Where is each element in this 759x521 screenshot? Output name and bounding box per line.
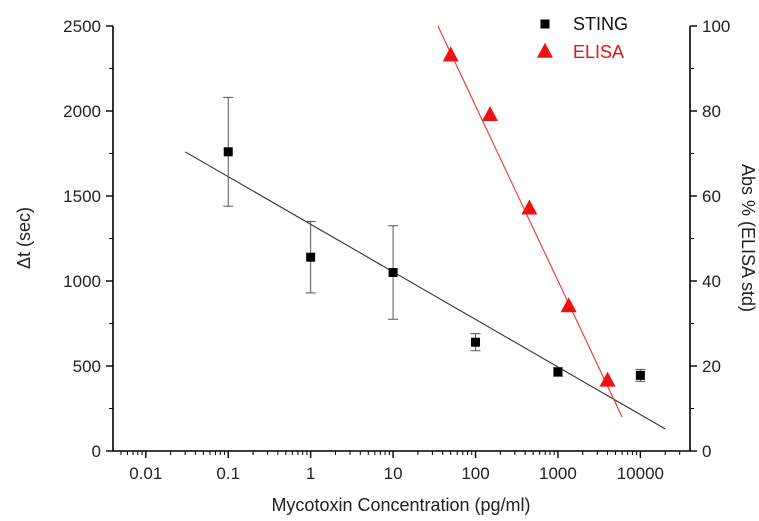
y-right-tick-label: 40 [702, 272, 721, 291]
y-left-tick-label: 2000 [63, 102, 101, 121]
sting-point [635, 370, 645, 380]
elisa-point [560, 297, 577, 313]
y-right-tick-label: 60 [702, 187, 721, 206]
legend: STING ELISA [537, 14, 628, 62]
y-left-tick-label: 0 [92, 442, 101, 461]
legend-label: ELISA [573, 42, 624, 62]
axes-group [112, 26, 691, 452]
y-right-tick-label: 0 [702, 442, 711, 461]
sting-point [471, 337, 481, 347]
fit-lines-group [184, 25, 666, 430]
x-tick-label: 10000 [617, 464, 664, 483]
x-tick-label: 0.01 [129, 464, 162, 483]
elisa-point [537, 42, 553, 58]
elisa-point [599, 371, 616, 387]
x-tick-label: 100 [461, 464, 489, 483]
y-left-tick-label: 500 [73, 357, 101, 376]
sting-point [223, 147, 233, 157]
legend-label: STING [573, 14, 628, 34]
elisa-point [442, 46, 459, 62]
elisa-fit-line [437, 25, 623, 418]
x-tick-label: 0.1 [216, 464, 240, 483]
y-left-tick-label: 2500 [63, 17, 101, 36]
y-axis-left-title: Δt (sec) [14, 207, 34, 269]
sting-point [306, 252, 316, 262]
y-left-tick-label: 1000 [63, 272, 101, 291]
elisa-point [521, 199, 538, 215]
x-tick-label: 10 [384, 464, 403, 483]
y-right-tick-label: 100 [702, 17, 730, 36]
elisa-point [482, 105, 499, 121]
sting-fit-line [184, 151, 666, 430]
ticks-group: 0.01 0.1 1 10 100 1000 10000050010001500200025… [63, 17, 730, 483]
y-right-tick-label: 20 [702, 357, 721, 376]
x-tick-label: 1000 [539, 464, 577, 483]
x-tick-label: 1 [306, 464, 315, 483]
data-points-group [223, 46, 646, 387]
y-axis-right-title: Abs % (ELISA std) [738, 164, 758, 312]
sting-point [540, 19, 550, 29]
y-right-tick-label: 80 [702, 102, 721, 121]
x-axis-title: Mycotoxin Concentration (pg/ml) [271, 495, 530, 515]
sting-point [388, 268, 398, 277]
y-left-tick-label: 1500 [63, 187, 101, 206]
sting-point [553, 367, 563, 377]
